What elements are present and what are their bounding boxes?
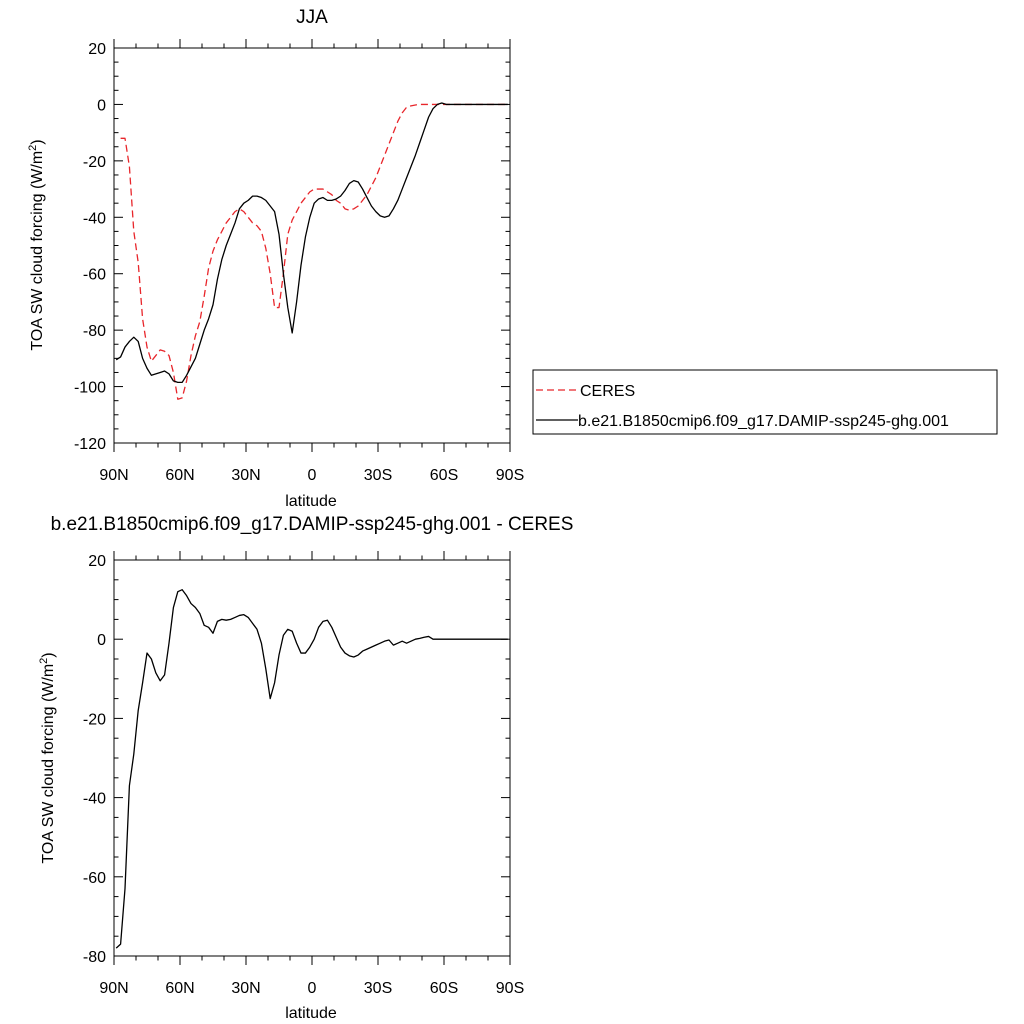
top-xtick-label: 90S: [496, 467, 524, 484]
bottom-series-line-model: [115, 589, 508, 949]
top-ytick-label: 0: [97, 97, 106, 114]
top-y-axis-label-sup: 2: [27, 145, 39, 151]
bottom-ytick-label: -20: [83, 711, 106, 728]
bottom-series-lines: [115, 589, 508, 949]
bottom-xtick-label: 60N: [165, 980, 194, 997]
top-ytick-label: -80: [83, 323, 106, 340]
top-x-tick-labels: 90N 60N 30N 0 30S 60S 90S: [99, 467, 524, 484]
top-y-axis-label-end: ): [29, 139, 46, 144]
top-series-line-ceres: [120, 103, 508, 400]
top-plot-frame: [113, 47, 511, 444]
top-x-axis-label: latitude: [285, 493, 337, 510]
top-y-axis-label: TOA SW cloud forcing (W/m2): [27, 139, 46, 350]
top-panel: JJA -120 -100 -80 -60 -40 -20 0 20 90N 60N 30N 0 30…: [27, 7, 998, 510]
bottom-xtick-label: 0: [308, 980, 317, 997]
bottom-xtick-label: 30N: [231, 980, 260, 997]
top-xtick-label: 30S: [364, 467, 392, 484]
top-series-line-model: [115, 102, 508, 383]
top-ytick-label: 20: [88, 41, 106, 58]
bottom-ytick-label: 0: [97, 632, 106, 649]
bottom-panel: b.e21.B1850cmip6.f09_g17.DAMIP-ssp245-gh…: [38, 514, 573, 1022]
bottom-y-axis-label-main: TOA SW cloud forcing (W/m: [40, 664, 57, 864]
legend-ceres-label: CERES: [580, 383, 635, 400]
top-chart-title: JJA: [296, 7, 328, 28]
bottom-xtick-label: 90N: [99, 980, 128, 997]
top-series-lines: [115, 102, 508, 400]
top-xtick-label: 30N: [231, 467, 260, 484]
bottom-ytick-label: 20: [88, 553, 106, 570]
legend-box: [532, 369, 998, 435]
bottom-ytick-label: -40: [83, 791, 106, 808]
top-xtick-label: 90N: [99, 467, 128, 484]
legend-model-label: b.e21.B1850cmip6.f09_g17.DAMIP-ssp245-gh…: [578, 413, 949, 430]
top-xtick-label: 0: [308, 467, 317, 484]
top-legend: CERES b.e21.B1850cmip6.f09_g17.DAMIP-ssp…: [532, 369, 998, 435]
top-ytick-label: -40: [83, 210, 106, 227]
bottom-xtick-label: 90S: [496, 980, 524, 997]
bottom-ytick-label: -80: [83, 949, 106, 966]
bottom-xtick-label: 30S: [364, 980, 392, 997]
top-ytick-label: -100: [74, 380, 106, 397]
top-y-axis-label-main: TOA SW cloud forcing (W/m: [29, 151, 46, 351]
bottom-y-axis-label-end: ): [40, 652, 57, 657]
bottom-y-axis-label-sup: 2: [38, 658, 50, 664]
bottom-x-axis-label: latitude: [285, 1005, 337, 1022]
top-y-tick-labels: -120 -100 -80 -60 -40 -20 0 20: [74, 41, 106, 453]
bottom-y-tick-labels: -80 -60 -40 -20 0 20: [83, 553, 106, 966]
bottom-y-axis-label: TOA SW cloud forcing (W/m2): [38, 652, 57, 863]
bottom-axis-ticks: [113, 551, 511, 965]
bottom-x-tick-labels: 90N 60N 30N 0 30S 60S 90S: [99, 980, 524, 997]
bottom-ytick-label: -60: [83, 870, 106, 887]
top-ytick-label: -120: [74, 436, 106, 453]
top-ytick-label: -20: [83, 154, 106, 171]
top-xtick-label: 60N: [165, 467, 194, 484]
bottom-chart-title: b.e21.B1850cmip6.f09_g17.DAMIP-ssp245-gh…: [51, 514, 574, 535]
top-ytick-label: -60: [83, 267, 106, 284]
bottom-plot-frame: [113, 559, 511, 957]
bottom-xtick-label: 60S: [430, 980, 458, 997]
top-xtick-label: 60S: [430, 467, 458, 484]
top-axis-ticks: [113, 39, 511, 452]
